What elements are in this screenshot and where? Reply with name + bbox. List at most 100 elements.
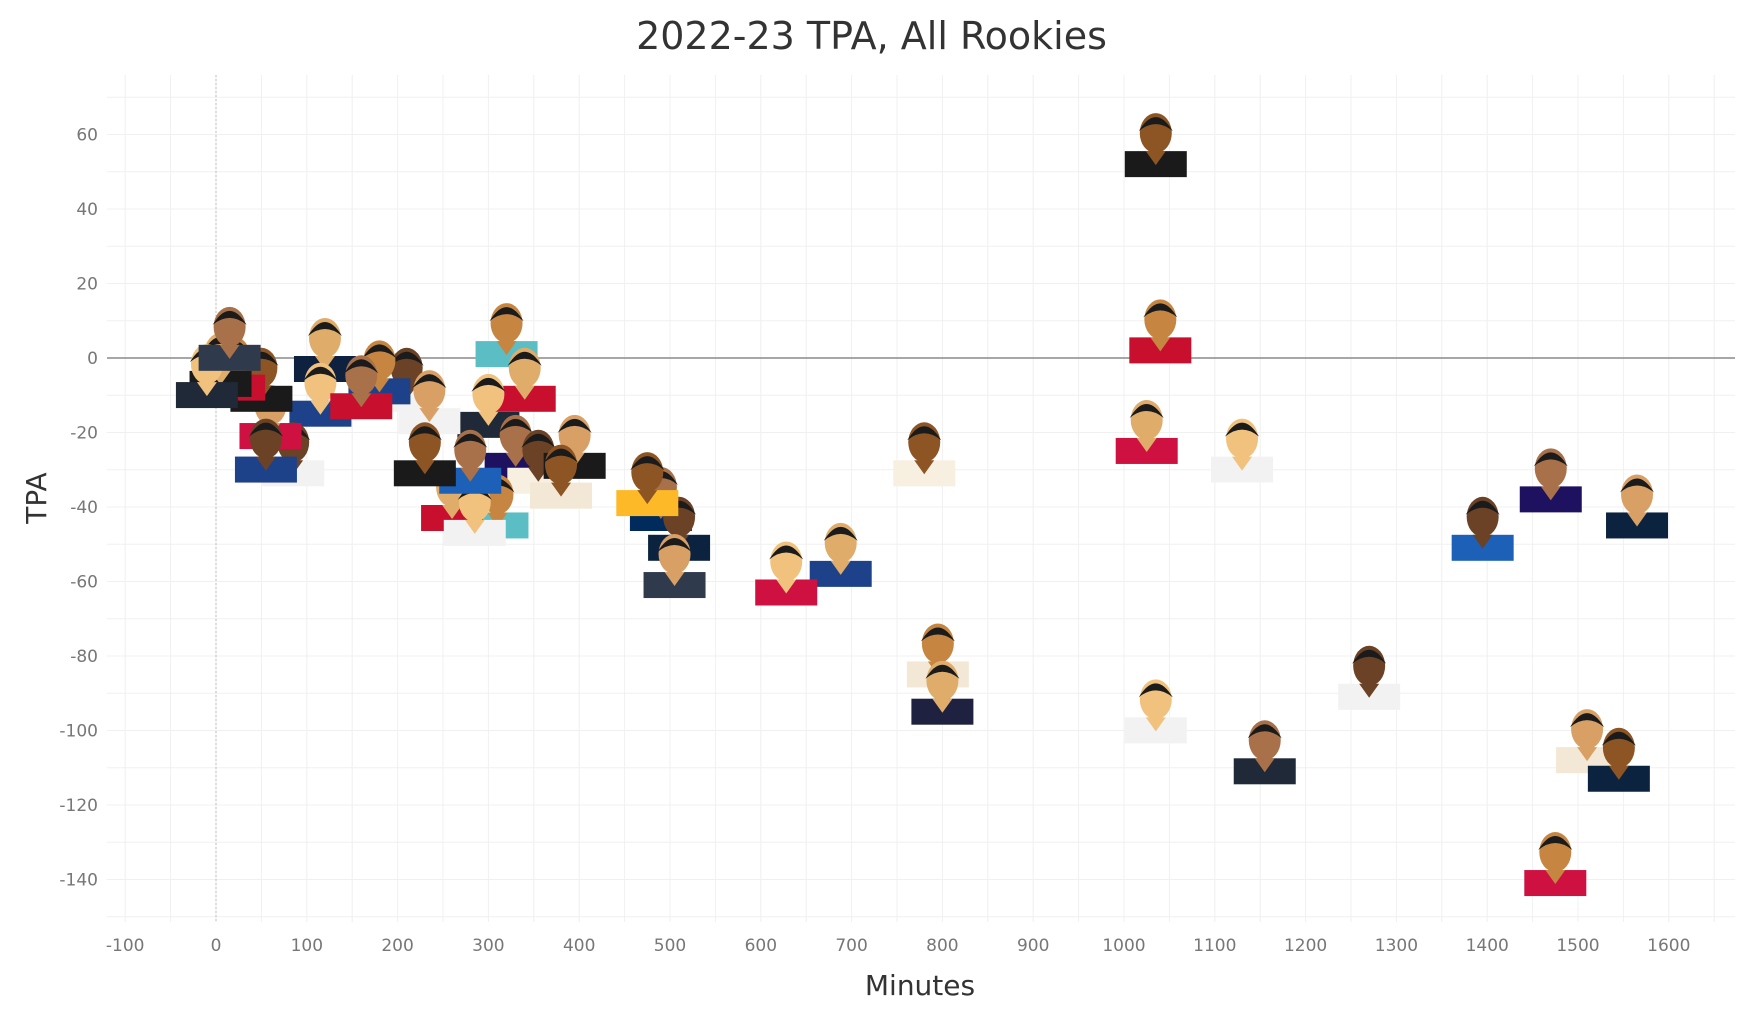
player-hair [489,307,524,322]
player-neck [310,400,331,415]
data-points [175,113,1669,897]
player-neck [1577,747,1598,762]
x-tick-label: 900 [1017,936,1049,956]
player-neck [1472,534,1493,549]
player-hair [1138,683,1173,698]
x-tick-label: 600 [745,936,777,956]
player-hair [507,351,542,366]
player-neck [1150,337,1171,352]
y-tick-label: 0 [87,349,98,369]
y-tick-label: -120 [59,796,98,816]
data-point [755,541,818,606]
player-hair [907,426,942,441]
data-point [643,534,706,599]
data-point [234,418,297,483]
player-hair [823,526,858,541]
player-hair [544,448,579,463]
x-tick-label: -100 [106,936,145,956]
x-tick-label: 1200 [1284,936,1327,956]
data-point [493,347,556,412]
data-point [1211,418,1274,483]
player-hair [1601,731,1636,746]
player-hair [630,456,665,471]
data-point [198,306,261,371]
player-neck [1540,486,1561,501]
y-tick-label: 40 [76,200,98,220]
player-neck [528,467,549,482]
player-neck [419,408,440,423]
player-hair [212,310,247,325]
x-tick-label: 300 [472,936,504,956]
y-tick-label: -40 [70,498,98,518]
player-hair [344,359,379,374]
x-tick-label: 500 [654,936,686,956]
player-neck [1254,758,1275,773]
player-neck [1145,151,1166,166]
player-hair [920,627,955,642]
player-hair [521,433,556,448]
player-hair [362,344,397,359]
data-point [475,303,538,368]
chart-title: 2022-23 TPA, All Rookies [636,14,1107,58]
player-hair [1465,500,1500,515]
x-tick-label: 100 [291,936,323,956]
player-neck [1136,437,1157,452]
player-hair [1538,836,1573,851]
data-point [1524,832,1587,897]
x-tick-label: 0 [211,936,222,956]
data-point [393,422,456,487]
player-neck [478,411,499,426]
player-neck [255,456,276,471]
player-hair [412,374,447,389]
player-neck [1545,870,1566,885]
player-neck [664,572,685,587]
data-point [1115,399,1178,464]
y-tick-label: -80 [70,647,98,667]
data-point [911,660,974,725]
player-neck [776,579,797,594]
data-point [893,422,956,487]
player-hair [657,538,692,553]
player-hair [769,545,804,560]
data-point [1519,448,1582,513]
data-point [1587,727,1650,792]
player-neck [442,505,463,519]
player-hair [453,433,488,448]
player-hair [925,664,960,679]
x-tick-label: 1500 [1556,936,1599,956]
player-hair [1570,713,1605,728]
data-point [530,444,593,509]
data-point [1233,720,1296,785]
x-tick-label: 800 [926,936,958,956]
player-neck [314,356,335,370]
player-hair [303,366,338,381]
player-neck [1627,512,1648,527]
data-point [330,355,393,420]
player-hair [1143,303,1178,318]
player-neck [914,460,935,475]
y-axis-title: TPA [20,472,53,524]
player-neck [505,452,526,467]
x-tick-label: 1000 [1102,936,1145,956]
axis-layer: -100 0 100 200 300 400 500 600 700 800 900 1000 1100… [59,75,1735,956]
y-tick-label: 20 [76,275,98,295]
data-point [398,370,461,435]
data-point [1451,496,1514,561]
player-neck [932,698,953,713]
y-tick-label: -20 [70,424,98,444]
player-neck [460,467,481,482]
x-tick-label: 1400 [1466,936,1509,956]
player-hair [498,418,533,433]
player-hair [1247,724,1282,739]
player-neck [551,482,572,497]
player-neck [464,519,485,534]
y-tick-label: -140 [59,871,98,891]
x-axis-title: Minutes [865,969,975,1002]
player-neck [219,344,240,359]
player-hair [1225,422,1260,437]
player-hair [307,322,342,336]
player-hair [407,426,442,441]
data-point [1606,474,1669,539]
grid-lines [107,75,1735,922]
